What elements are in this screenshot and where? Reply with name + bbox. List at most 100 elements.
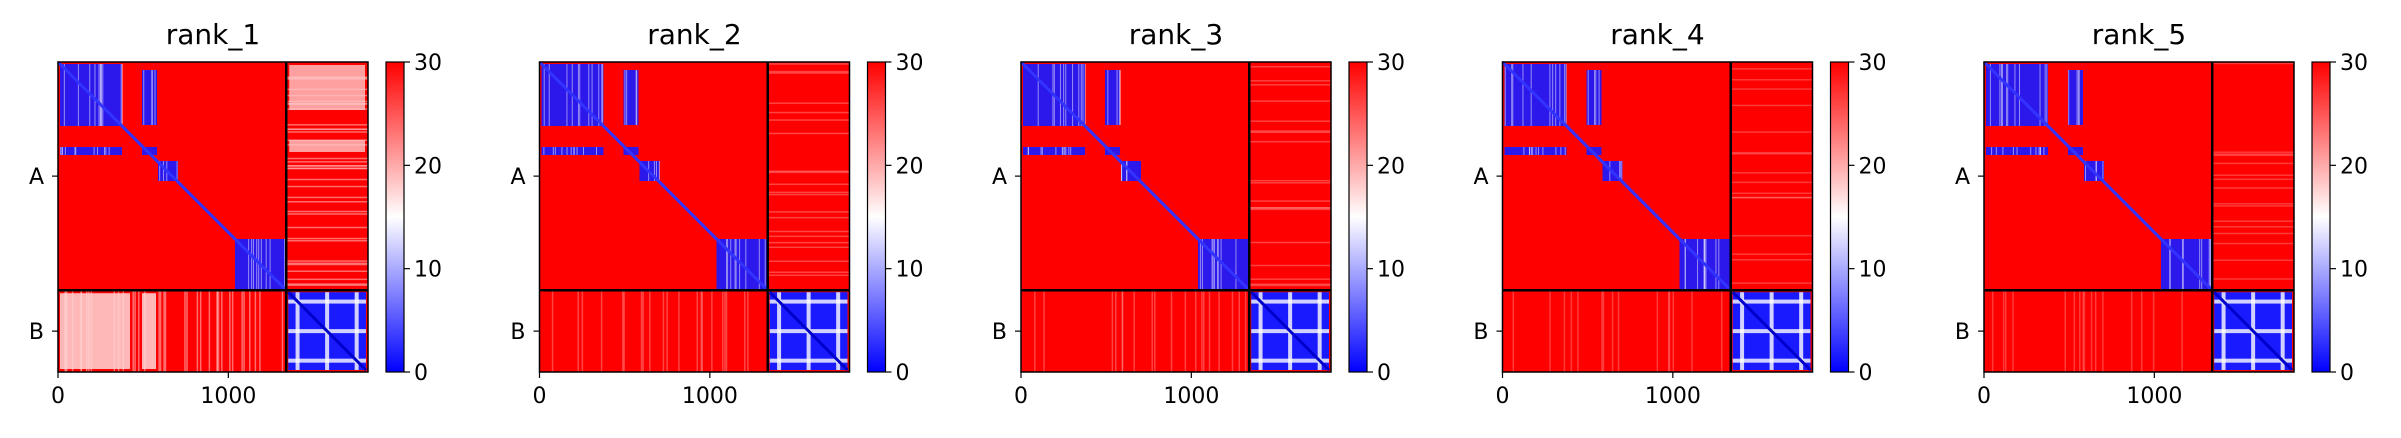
block-texture [176,161,178,181]
offdiag-stripe [767,260,850,263]
colorbar-tick-label: 0 [1377,361,1391,386]
offdiag-stripe [767,119,850,121]
block-texture [1595,70,1597,125]
block-texture [1062,147,1064,155]
offdiag-stripe [1730,234,1813,237]
block-texture [154,70,156,125]
block-texture [595,147,597,155]
block-texture [1119,70,1121,125]
colorbar-tick-label: 0 [1859,361,1873,386]
colorbar-tick-label: 0 [414,361,428,386]
offdiag-stripe [2212,187,2294,189]
offdiag-stripe [2181,290,2183,372]
x-tick-label: 0 [51,384,65,409]
block-texture [1027,147,1029,155]
block-texture [573,147,575,155]
offdiag-stripe [1691,290,1693,372]
block-texture [552,147,554,155]
block-texture [2181,239,2183,289]
offdiag-stripe [2212,220,2294,222]
offdiag-stripe [1730,259,1813,261]
block-texture [727,239,729,289]
offdiag-stripe [711,290,713,372]
block-texture [1564,64,1566,126]
offdiag-stripe [666,290,668,372]
block-texture [2039,147,2041,155]
offdiag-stripe [1730,197,1813,199]
offdiag-stripe [1249,120,1331,122]
offdiag-stripe [600,290,603,372]
colorbar [1348,61,1368,373]
offdiag-stripe [1249,80,1331,82]
block-texture [162,161,164,181]
block-texture [2016,147,2018,155]
block-texture [1535,147,1537,155]
block-texture [1532,147,1534,155]
offdiag-stripe [241,290,243,372]
block-texture [1999,64,2001,126]
block-texture [655,161,657,181]
offdiag-stripe [159,290,162,372]
offdiag-stripe [696,290,698,372]
offdiag-stripe [2212,162,2294,165]
colorbar-tick-label: 10 [414,258,442,283]
block-texture [1059,64,1061,126]
offdiag-stripe [767,183,850,186]
block-texture [745,239,747,289]
diagonal-line [1982,60,2214,292]
block-texture [2007,64,2009,126]
block-texture [1504,64,1506,126]
colorbar [866,61,887,373]
offdiag-stripe [767,235,850,238]
block-texture [1621,161,1623,181]
offdiag-stripe [1249,65,1331,68]
offdiag-stripe [286,185,368,188]
offdiag-stripe [249,290,251,372]
block-texture [2046,64,2048,126]
offdiag-stripe [1570,290,1573,372]
panel-title: rank_5 [2092,18,2186,51]
offdiag-stripe [2083,290,2086,372]
offdiag-stripe [231,290,234,372]
offdiag-stripe [281,290,284,372]
offdiag-stripe [767,246,850,249]
colorbar-tick-label: 10 [2340,258,2368,283]
block-texture [2030,147,2032,155]
block-texture [1037,64,1039,126]
block-texture [265,239,267,289]
chain-b-diagonal [768,291,849,372]
offdiag-stripe [622,290,624,372]
block-texture [1564,147,1566,155]
block-texture [735,239,737,289]
offdiag-stripe [2082,290,2084,372]
block-texture [2076,70,2078,125]
block-texture [1684,239,1686,289]
block-texture [1116,70,1118,125]
low-error-block [1504,147,1567,155]
low-error-block [2068,70,2083,125]
block-texture [576,147,578,155]
block-texture [100,64,102,126]
offdiag-stripe [1991,290,1994,372]
offdiag-stripe [747,290,749,372]
offdiag-stripe [286,128,368,131]
offdiag-stripe [649,290,651,372]
colorbar-tick-label: 20 [1859,154,1887,179]
offdiag-stripe [163,290,165,372]
heatmap-frame [1020,61,1332,373]
offdiag-stripe [2094,290,2097,372]
block-texture [577,64,579,126]
block-texture [588,64,590,126]
block-texture [2102,161,2104,181]
offdiag-stripe [1249,206,1331,209]
block-texture [1555,64,1557,126]
block-texture [1522,64,1524,126]
offdiag-stripe [286,237,368,240]
y-tick-label: B [1955,320,1970,345]
block-texture [2210,239,2212,289]
block-texture [105,147,107,155]
offdiag-stripe [1202,290,1205,372]
offdiag-stripe [767,170,850,173]
offdiag-stripe [286,124,368,126]
block-texture [2085,161,2087,181]
